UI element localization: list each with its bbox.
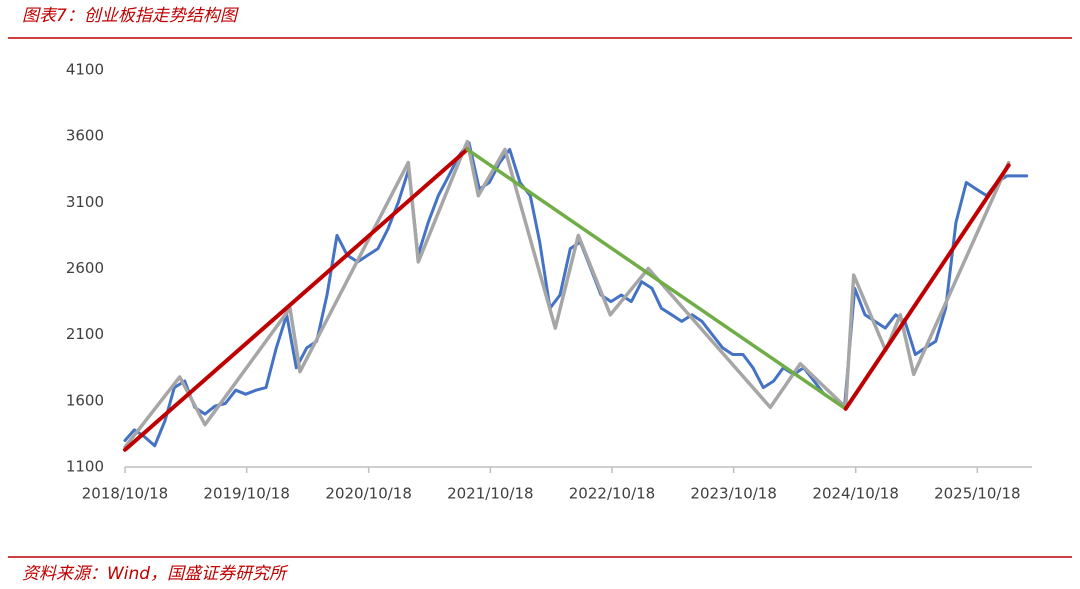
- x-tick-label: 2025/10/18: [934, 485, 1020, 503]
- y-tick-label: 2100: [66, 325, 104, 343]
- x-tick-label: 2024/10/18: [812, 485, 898, 503]
- chart-title: 图表7：创业板指走势结构图: [22, 6, 239, 26]
- x-tick-label: 2022/10/18: [569, 485, 655, 503]
- y-tick-label: 3100: [66, 193, 104, 211]
- source-note: 资料来源：Wind，国盛证券研究所: [22, 564, 289, 584]
- series-line: [123, 139, 1011, 449]
- x-tick-label: 2019/10/18: [203, 485, 289, 503]
- x-tick-label: 2020/10/18: [325, 485, 411, 503]
- y-tick-label: 3600: [66, 127, 104, 145]
- x-tick-label: 2021/10/18: [447, 485, 533, 503]
- x-tick-label: 2018/10/18: [82, 485, 168, 503]
- series-line: [123, 141, 1029, 448]
- series-line: [123, 147, 470, 452]
- y-tick-label: 1100: [66, 458, 104, 476]
- x-tick-label: 2023/10/18: [690, 485, 776, 503]
- y-tick-label: 2600: [66, 259, 104, 277]
- y-tick-label: 1600: [66, 391, 104, 409]
- series-line: [465, 147, 848, 411]
- series-line: [843, 163, 1011, 411]
- y-tick-label: 4100: [66, 61, 104, 79]
